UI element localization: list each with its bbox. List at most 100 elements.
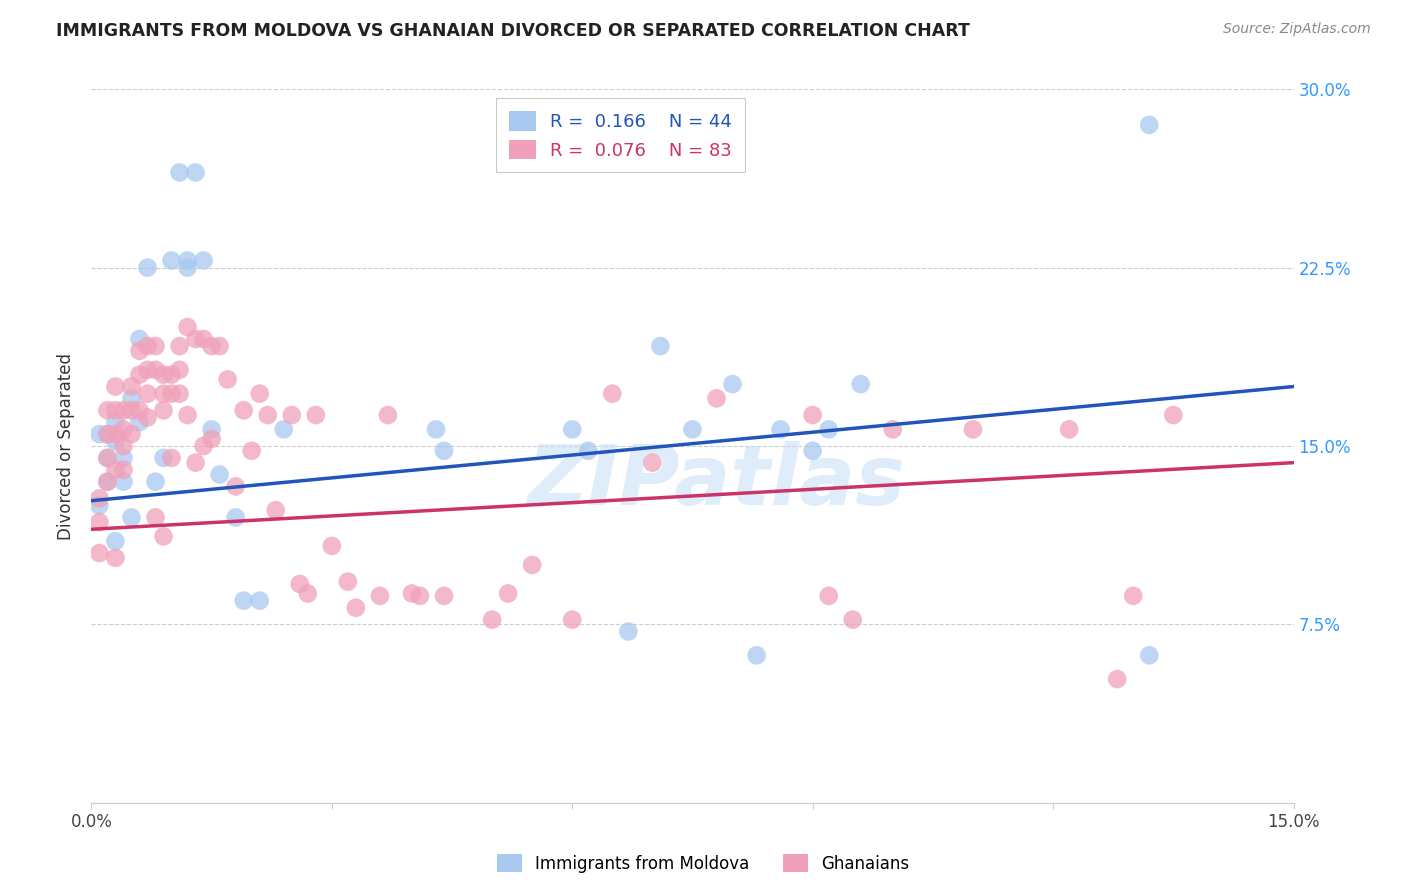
Point [169, 386, 191, 401]
Point [249, 386, 271, 401]
Point [104, 403, 127, 417]
Point [121, 379, 143, 393]
Point [136, 260, 159, 275]
Point [256, 408, 278, 422]
Point [104, 534, 127, 549]
Point [160, 253, 183, 268]
Point [160, 386, 183, 401]
Point [89, 546, 111, 560]
Point [104, 415, 127, 429]
Point [264, 503, 287, 517]
Point [225, 510, 247, 524]
Point [184, 332, 207, 346]
Text: Source: ZipAtlas.com: Source: ZipAtlas.com [1223, 22, 1371, 37]
Point [112, 439, 135, 453]
Point [232, 593, 254, 607]
Point [184, 456, 207, 470]
Point [152, 450, 174, 465]
Point [121, 403, 143, 417]
Point [217, 372, 239, 386]
Legend: R =  0.166    N = 44, R =  0.076    N = 83: R = 0.166 N = 44, R = 0.076 N = 83 [496, 98, 745, 172]
Point [152, 403, 174, 417]
Point [425, 422, 447, 436]
Point [561, 422, 583, 436]
Point [208, 467, 231, 482]
Point [344, 600, 367, 615]
Point [496, 586, 519, 600]
Point [176, 408, 198, 422]
Point [249, 593, 271, 607]
Point [745, 648, 768, 663]
Point [96, 450, 118, 465]
Point [201, 339, 224, 353]
Point [208, 339, 231, 353]
Point [128, 403, 150, 417]
Point [1122, 589, 1144, 603]
Point [104, 427, 127, 442]
Point [433, 443, 456, 458]
Y-axis label: Divorced or Separated: Divorced or Separated [58, 352, 76, 540]
Point [1057, 422, 1080, 436]
Point [576, 443, 599, 458]
Point [841, 613, 863, 627]
Point [281, 408, 304, 422]
Point [145, 363, 167, 377]
Point [96, 403, 118, 417]
Point [136, 363, 159, 377]
Point [288, 577, 311, 591]
Point [321, 539, 343, 553]
Point [96, 450, 118, 465]
Point [273, 422, 295, 436]
Point [193, 332, 215, 346]
Point [96, 475, 118, 489]
Point [193, 253, 215, 268]
Point [136, 410, 159, 425]
Point [225, 479, 247, 493]
Point [801, 443, 824, 458]
Point [433, 589, 456, 603]
Point [136, 339, 159, 353]
Point [89, 499, 111, 513]
Point [641, 456, 664, 470]
Point [368, 589, 391, 603]
Point [128, 332, 150, 346]
Point [89, 491, 111, 506]
Point [184, 165, 207, 179]
Point [201, 432, 224, 446]
Point [169, 339, 191, 353]
Point [104, 434, 127, 449]
Point [128, 415, 150, 429]
Point [561, 613, 583, 627]
Point [176, 253, 198, 268]
Point [1137, 118, 1160, 132]
Point [121, 510, 143, 524]
Point [96, 475, 118, 489]
Point [104, 379, 127, 393]
Point [201, 422, 224, 436]
Point [145, 475, 167, 489]
Point [145, 510, 167, 524]
Legend: Immigrants from Moldova, Ghanaians: Immigrants from Moldova, Ghanaians [491, 847, 915, 880]
Point [801, 408, 824, 422]
Point [849, 377, 872, 392]
Point [681, 422, 703, 436]
Point [1107, 672, 1129, 686]
Point [305, 408, 328, 422]
Point [112, 475, 135, 489]
Point [112, 450, 135, 465]
Point [160, 368, 183, 382]
Point [169, 363, 191, 377]
Point [481, 613, 503, 627]
Point [882, 422, 904, 436]
Point [817, 589, 839, 603]
Point [240, 443, 263, 458]
Point [297, 586, 319, 600]
Text: IMMIGRANTS FROM MOLDOVA VS GHANAIAN DIVORCED OR SEPARATED CORRELATION CHART: IMMIGRANTS FROM MOLDOVA VS GHANAIAN DIVO… [56, 22, 970, 40]
Point [769, 422, 792, 436]
Point [721, 377, 744, 392]
Point [602, 386, 624, 401]
Point [232, 403, 254, 417]
Point [706, 392, 728, 406]
Point [136, 386, 159, 401]
Point [121, 392, 143, 406]
